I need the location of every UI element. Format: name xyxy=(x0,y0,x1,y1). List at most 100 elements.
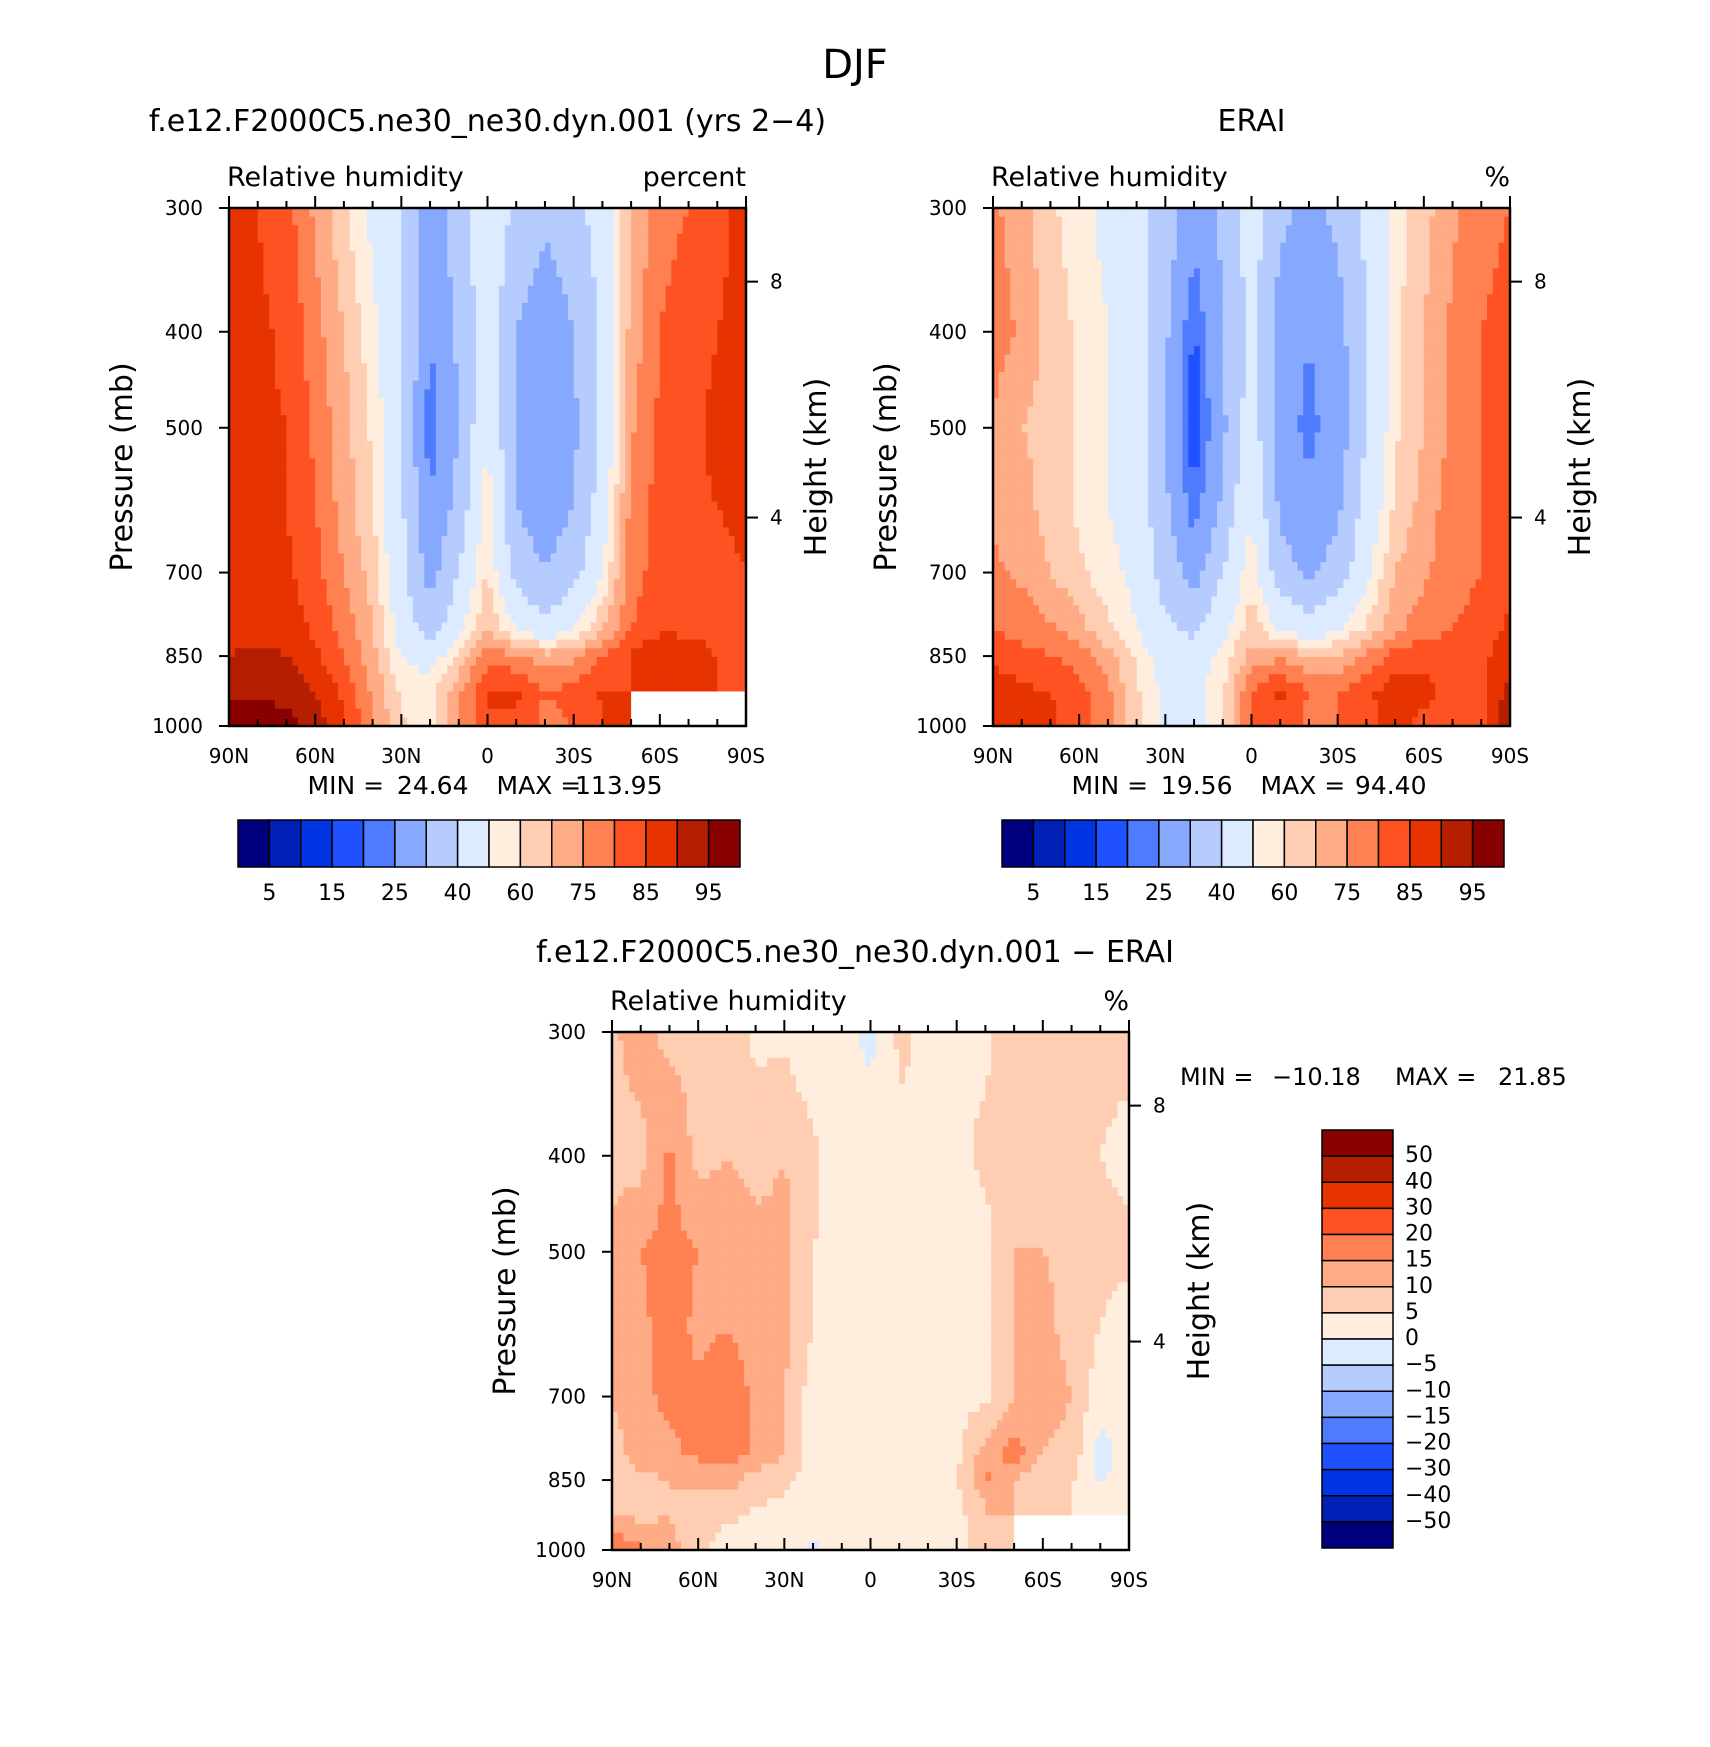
model-cell xyxy=(481,233,489,244)
model-cell xyxy=(269,354,276,364)
model-cell xyxy=(372,406,379,416)
model-cell xyxy=(401,302,408,313)
model-cell xyxy=(430,596,437,606)
model-cell xyxy=(596,613,603,623)
model-cell xyxy=(251,631,259,641)
model-cell xyxy=(280,320,288,330)
model-cell xyxy=(464,587,471,598)
model-cell xyxy=(711,432,718,442)
model-cell xyxy=(533,492,540,503)
model-cell xyxy=(504,536,512,546)
model-cell xyxy=(338,208,345,218)
model-cell xyxy=(625,656,632,667)
model-cell xyxy=(590,449,598,459)
model-cell xyxy=(498,579,506,589)
model-cell xyxy=(602,328,609,339)
model-cell xyxy=(355,251,362,261)
model-cell xyxy=(355,648,362,658)
model-cell xyxy=(441,294,448,304)
model-cell xyxy=(366,372,374,382)
model-cell xyxy=(659,423,667,434)
model-cell xyxy=(619,363,626,373)
model-cell xyxy=(723,225,730,235)
model-cell xyxy=(453,544,460,554)
model-cell xyxy=(573,432,581,442)
model-cell xyxy=(677,553,684,563)
model-cell xyxy=(384,294,391,304)
model-cell xyxy=(435,605,443,615)
model-cell xyxy=(286,242,293,252)
model-cell xyxy=(481,337,489,347)
model-cell xyxy=(240,475,247,485)
model-cell xyxy=(539,233,546,244)
model-cell xyxy=(596,208,603,218)
model-cell xyxy=(315,587,322,598)
model-cell xyxy=(458,372,466,382)
model-cell xyxy=(286,208,293,218)
model-cell xyxy=(504,363,512,373)
model-cell xyxy=(625,587,632,598)
model-cell xyxy=(343,277,351,287)
model-cell xyxy=(613,587,621,598)
model-cell xyxy=(401,510,408,520)
model-cell xyxy=(378,656,385,667)
model-cell xyxy=(493,587,500,598)
model-cell xyxy=(493,674,500,684)
model-cell xyxy=(338,553,345,563)
model-cell xyxy=(476,259,483,270)
model-cell xyxy=(257,294,265,304)
model-cell xyxy=(292,285,299,295)
model-cell xyxy=(723,656,730,667)
model-cell xyxy=(338,406,345,416)
model-cell xyxy=(516,631,523,641)
model-cell xyxy=(498,596,506,606)
model-cell xyxy=(458,605,466,615)
model-cell xyxy=(688,605,695,615)
model-cell xyxy=(642,311,649,321)
model-cell xyxy=(550,208,558,218)
model-cell xyxy=(320,467,328,477)
model-cell xyxy=(435,467,443,477)
model-cell xyxy=(240,665,247,675)
model-cell xyxy=(521,259,529,270)
model-cell xyxy=(527,570,535,580)
model-cell xyxy=(677,337,684,347)
model-cell xyxy=(292,311,299,321)
model-cell xyxy=(372,320,379,330)
model-cell xyxy=(700,354,707,364)
model-cell xyxy=(476,536,483,546)
model-cell xyxy=(625,674,632,684)
model-cell xyxy=(458,561,466,572)
model-cell xyxy=(504,268,512,278)
model-cell xyxy=(332,449,339,459)
model-cell xyxy=(723,674,730,684)
model-cell xyxy=(510,492,517,503)
model-cell xyxy=(740,320,747,330)
model-cell xyxy=(315,622,322,632)
model-cell xyxy=(562,208,569,218)
model-cell xyxy=(682,372,690,382)
model-cell xyxy=(711,622,718,632)
model-cell xyxy=(544,501,552,511)
model-cell xyxy=(677,346,684,356)
model-cell xyxy=(608,665,615,675)
model-cell xyxy=(590,467,598,477)
model-cell xyxy=(229,285,236,295)
model-cell xyxy=(269,389,276,399)
model-cell xyxy=(430,415,437,425)
model-cell xyxy=(240,570,247,580)
model-cell xyxy=(407,648,414,658)
model-cell xyxy=(234,415,242,425)
model-cell xyxy=(470,570,477,580)
model-cell xyxy=(590,570,598,580)
model-cell xyxy=(585,363,592,373)
model-cell xyxy=(349,605,356,615)
model-cell xyxy=(315,389,322,399)
model-cell xyxy=(487,527,494,537)
model-cell xyxy=(671,449,678,459)
model-cell xyxy=(246,251,253,261)
model-cell xyxy=(372,536,379,546)
model-cell xyxy=(573,587,581,598)
model-cell xyxy=(487,631,494,641)
model-cell xyxy=(240,346,247,356)
